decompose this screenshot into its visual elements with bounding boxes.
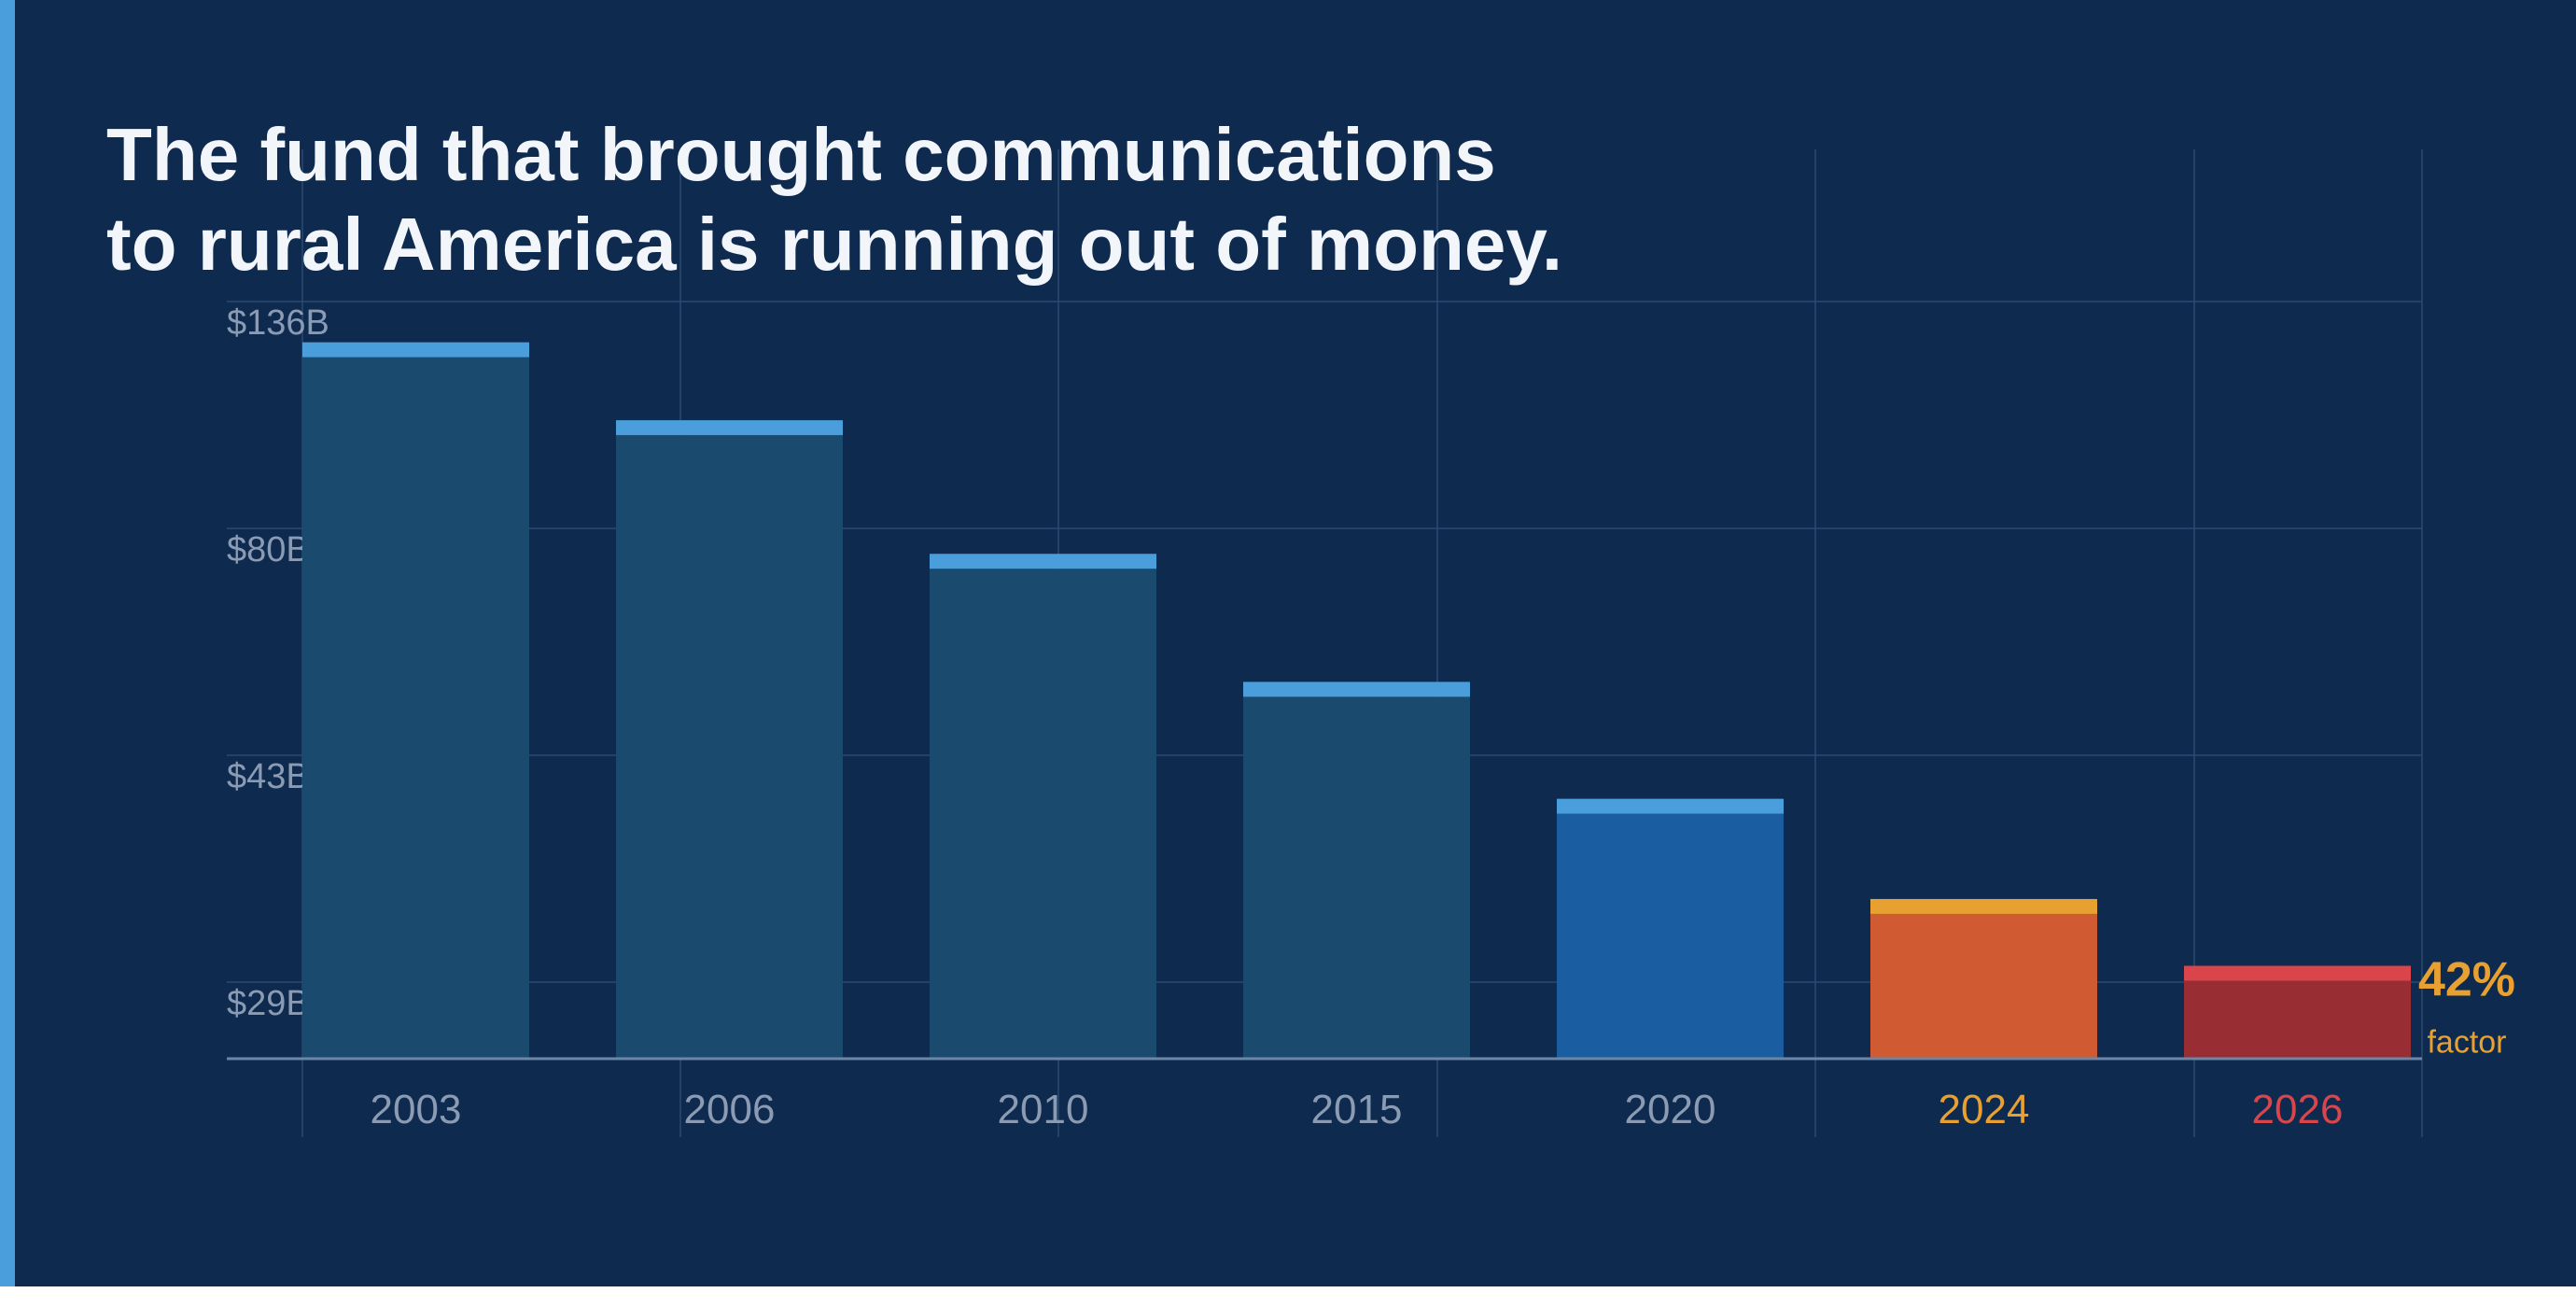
chart-title-line-1: The fund that brought communications	[106, 113, 1496, 196]
x-tick-label: 2010	[998, 1087, 1089, 1132]
chart-title: The fund that brought communications to …	[106, 110, 1693, 289]
x-tick-label: 2020	[1625, 1087, 1716, 1132]
x-tick-label: 2006	[684, 1087, 776, 1132]
bar-cap-2024	[1870, 898, 2097, 914]
x-tick-label: 2003	[371, 1087, 462, 1132]
bar-2015	[1243, 696, 1470, 1059]
x-tick-label: 2026	[2252, 1087, 2344, 1132]
bar-2020	[1557, 813, 1784, 1059]
bar-cap-2020	[1557, 798, 1784, 814]
bar-2024	[1870, 913, 2097, 1059]
y-tick-label: $80B	[227, 530, 310, 569]
bar-cap-2010	[930, 554, 1156, 569]
bar-2003	[302, 357, 529, 1060]
annotation-label: factor	[2427, 1025, 2506, 1061]
x-tick-label: 2024	[1939, 1087, 2030, 1132]
bar-2010	[930, 569, 1156, 1059]
bar-2006	[616, 435, 843, 1059]
bar-cap-2015	[1243, 682, 1470, 697]
chart-title-line-2: to rural America is running out of money…	[106, 203, 1563, 286]
y-tick-label: $29B	[227, 984, 310, 1023]
bar-cap-2006	[616, 420, 843, 436]
bar-cap-2026	[2184, 965, 2411, 981]
annotation-value: 42%	[2418, 953, 2515, 1007]
bar-cap-2003	[302, 342, 529, 358]
y-tick-label: $43B	[227, 757, 310, 796]
accent-stripe	[0, 0, 15, 1286]
y-tick-label: $136B	[227, 303, 329, 343]
bar-2026	[2184, 980, 2411, 1059]
x-tick-label: 2015	[1311, 1087, 1403, 1132]
